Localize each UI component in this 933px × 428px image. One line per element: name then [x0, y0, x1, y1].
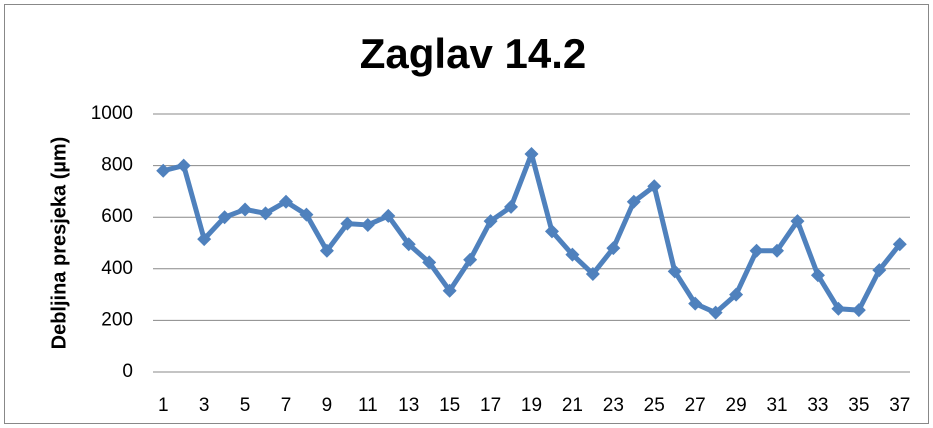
data-point — [401, 237, 416, 252]
x-tick-label: 29 — [726, 395, 747, 416]
x-tick-label: 3 — [199, 395, 210, 416]
x-tick-label: 27 — [685, 395, 706, 416]
chart-border — [4, 4, 929, 424]
x-tick-label: 7 — [281, 395, 292, 416]
y-tick-label: 200 — [101, 309, 133, 330]
y-tick-label: 400 — [101, 258, 133, 279]
data-point — [892, 237, 907, 252]
data-point — [176, 158, 191, 173]
data-point — [422, 255, 437, 270]
data-point — [708, 305, 723, 320]
x-tick-label: 13 — [398, 395, 419, 416]
data-point — [544, 224, 559, 239]
data-point — [238, 202, 253, 217]
data-point — [156, 163, 171, 178]
x-tick-label: 23 — [603, 395, 624, 416]
x-tick-label: 1 — [158, 395, 169, 416]
x-tick-label: 11 — [358, 395, 378, 416]
x-tick-label: 5 — [240, 395, 251, 416]
data-point — [749, 243, 764, 258]
data-point — [565, 247, 580, 262]
data-point — [258, 206, 273, 221]
chart-title: Zaglav 14.2 — [360, 30, 586, 77]
data-point — [606, 241, 621, 256]
data-point — [504, 199, 519, 214]
data-point — [381, 208, 396, 223]
data-point — [197, 232, 212, 247]
data-point — [442, 283, 457, 298]
x-tick-label: 25 — [644, 395, 665, 416]
y-tick-label: 600 — [101, 206, 133, 227]
data-point — [770, 243, 785, 258]
data-point — [217, 210, 232, 225]
data-point — [810, 268, 825, 283]
x-tick-label: 17 — [480, 395, 501, 416]
data-point — [851, 303, 866, 318]
data-point — [360, 217, 375, 232]
x-tick-label: 37 — [889, 395, 910, 416]
data-point — [688, 296, 703, 311]
data-point — [872, 263, 887, 278]
data-point — [524, 146, 539, 161]
data-point — [626, 194, 641, 209]
x-tick-label: 19 — [521, 395, 542, 416]
x-tick-label: 21 — [562, 395, 583, 416]
x-tick-label: 9 — [322, 395, 333, 416]
data-point — [319, 243, 334, 258]
x-tick-label: 31 — [766, 395, 787, 416]
data-point — [647, 179, 662, 194]
data-point — [667, 264, 682, 279]
data-point — [831, 301, 846, 316]
x-tick-label: 35 — [848, 395, 869, 416]
data-point — [790, 214, 805, 229]
y-tick-label: 0 — [122, 361, 133, 382]
y-axis-label: Debljina presjeka (µm) — [48, 137, 70, 350]
x-tick-label: 15 — [439, 395, 460, 416]
data-point — [299, 207, 314, 222]
y-tick-label: 1000 — [91, 103, 133, 124]
data-point — [278, 194, 293, 209]
data-point — [340, 216, 355, 231]
x-tick-label: 33 — [807, 395, 828, 416]
data-point — [729, 287, 744, 302]
data-point — [483, 214, 498, 229]
data-point — [585, 266, 600, 281]
data-point — [463, 252, 478, 267]
y-tick-label: 800 — [101, 155, 133, 176]
